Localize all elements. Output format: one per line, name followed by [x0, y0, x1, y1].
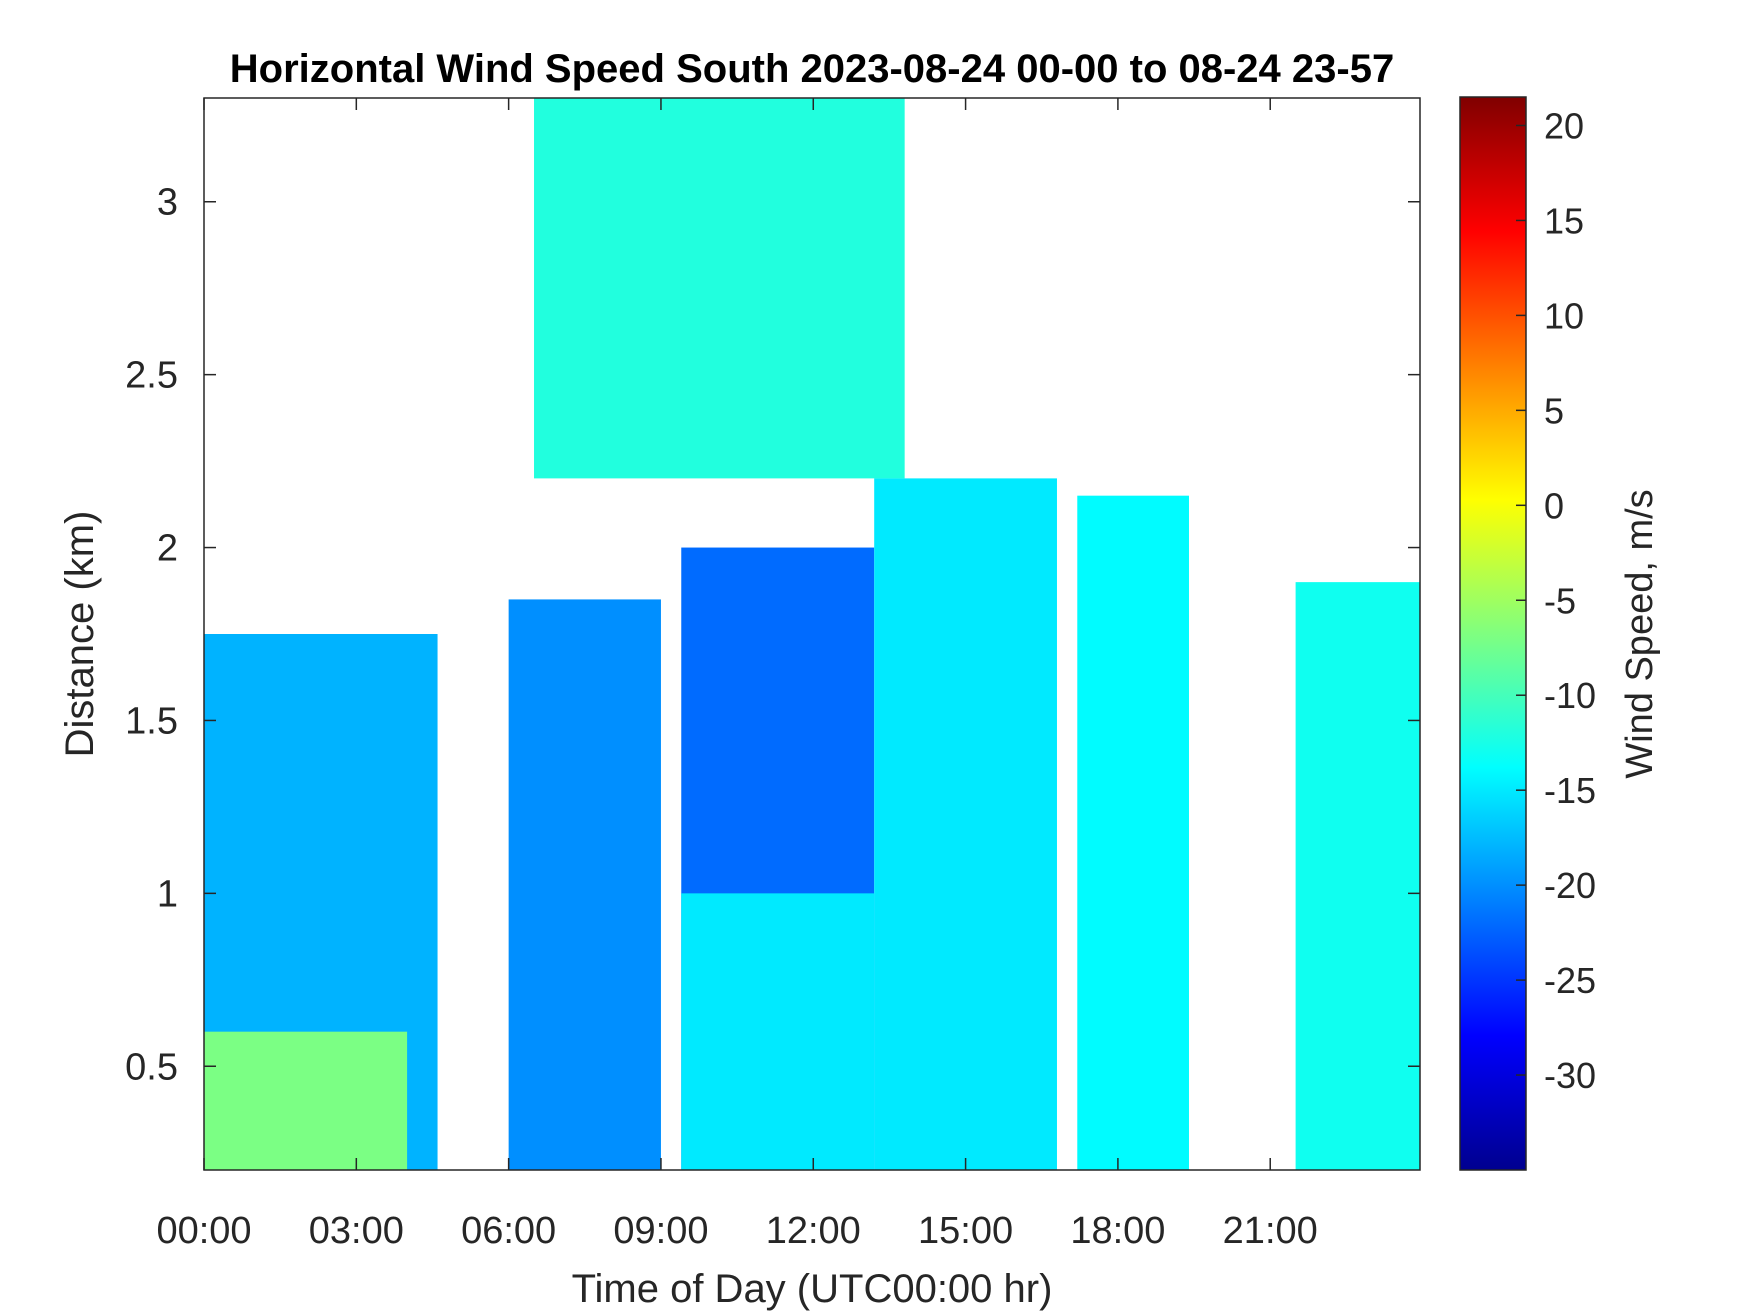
heatmap-region-3 — [508, 599, 661, 1170]
colorbar-tick-label: 20 — [1544, 105, 1584, 146]
colorbar-tick-label: -30 — [1544, 1055, 1596, 1096]
colorbar-tick-label: 10 — [1544, 295, 1584, 336]
colorbar-tick-label: 15 — [1544, 200, 1584, 241]
x-axis-label: Time of Day (UTC00:00 hr) — [572, 1267, 1053, 1311]
chart-title: Horizontal Wind Speed South 2023-08-24 0… — [230, 47, 1394, 91]
colorbar-tick-label: -15 — [1544, 770, 1596, 811]
heatmap-area — [204, 98, 1420, 1170]
x-tick-label: 00:00 — [156, 1210, 251, 1252]
y-tick-label: 1 — [157, 873, 178, 915]
heatmap-region-5 — [681, 893, 875, 1170]
heatmap-cells — [204, 98, 1420, 1170]
heatmap-region-2 — [204, 1031, 408, 1170]
colorbar-tick-label: 0 — [1544, 485, 1564, 526]
x-tick-label: 09:00 — [613, 1210, 708, 1252]
y-tick-label: 1.5 — [125, 700, 178, 742]
x-tick-label: 18:00 — [1070, 1210, 1165, 1252]
colorbar-ticks: 20 15 10 5 0 -5 -10 -15 -20 -25 -30 — [1516, 105, 1596, 1096]
y-tick-label: 2.5 — [125, 355, 178, 397]
colorbar-tick-label: -25 — [1544, 960, 1596, 1001]
y-tick-label: 2 — [157, 528, 178, 570]
x-tick-label: 12:00 — [766, 1210, 861, 1252]
heatmap-region-8 — [1295, 582, 1420, 1170]
colorbar-tick-label: -10 — [1544, 675, 1596, 716]
colorbar-tick-label: -5 — [1544, 580, 1576, 621]
colorbar — [1459, 96, 1527, 1171]
plot-frame — [203, 97, 1421, 1171]
colorbar-tick-label: -20 — [1544, 865, 1596, 906]
y-axis-ticks: 0.5 1 1.5 2 2.5 3 — [125, 182, 1420, 1088]
x-axis-ticks: 00:00 03:00 06:00 09:00 12:00 15:00 18:00 21:00 — [156, 98, 1318, 1252]
heatmap-region-9 — [534, 98, 905, 479]
x-tick-label: 03:00 — [309, 1210, 404, 1252]
heatmap-region-7 — [1077, 495, 1189, 1170]
y-tick-label: 3 — [157, 182, 178, 224]
x-tick-label: 06:00 — [461, 1210, 556, 1252]
colorbar-tick-label: 5 — [1544, 390, 1564, 431]
colorbar-label: Wind Speed, m/s — [1619, 489, 1661, 778]
x-tick-label: 15:00 — [918, 1210, 1013, 1252]
y-tick-label: 0.5 — [125, 1046, 178, 1088]
x-tick-label: 21:00 — [1223, 1210, 1318, 1252]
heatmap-region-6 — [874, 478, 1057, 1170]
y-axis-label: Distance (km) — [58, 511, 102, 758]
